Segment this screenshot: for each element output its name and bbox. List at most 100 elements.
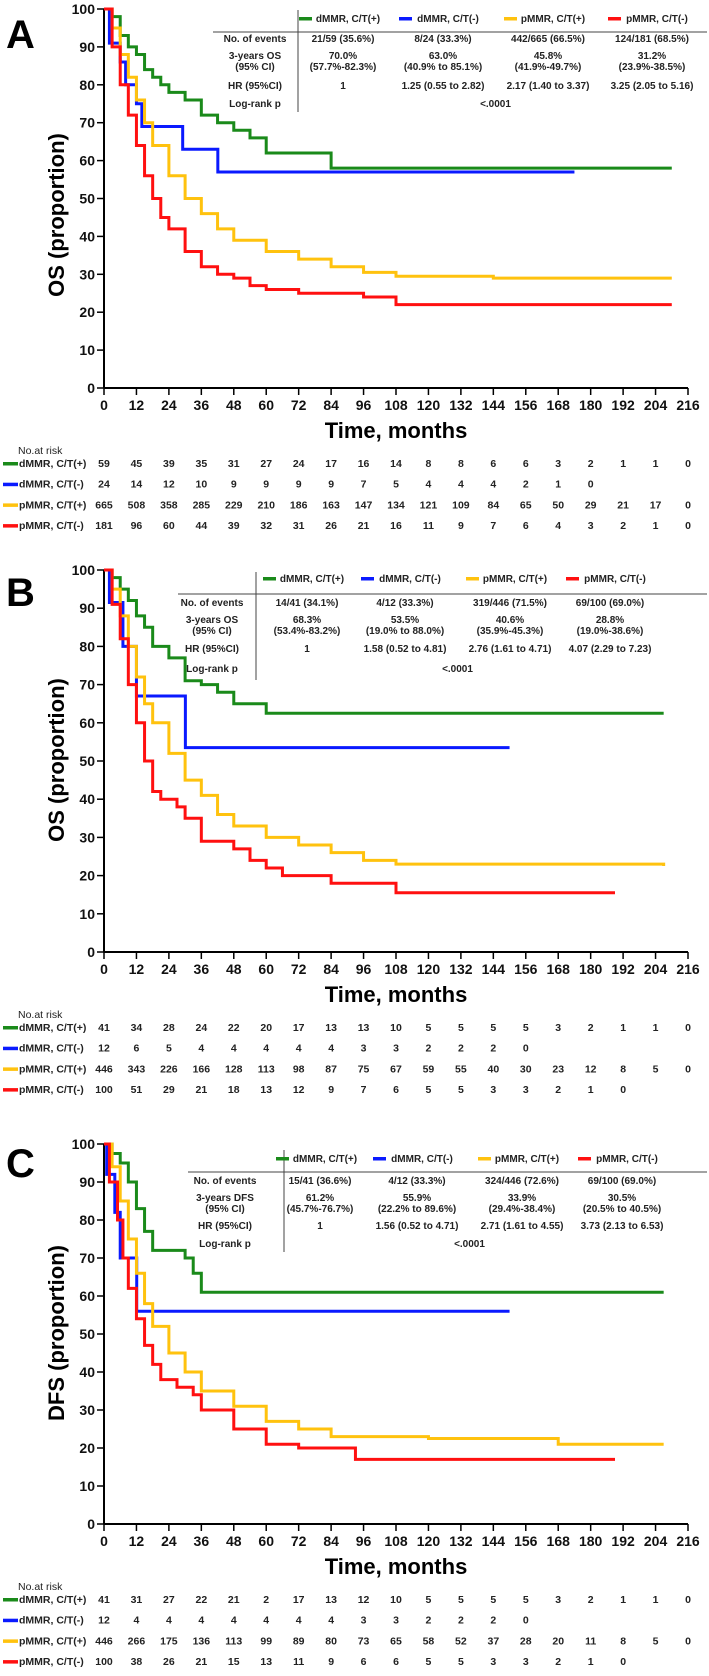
ci-cell: (41.9%-49.7%) — [515, 62, 582, 73]
x-tick-label: 132 — [449, 1533, 473, 1549]
risk-value: 4 — [555, 520, 561, 532]
risk-value: 1 — [555, 479, 561, 491]
events-cell: 319/446 (71.5%) — [473, 598, 547, 609]
events-cell: 14/41 (34.1%) — [276, 598, 339, 609]
legend-label: dMMR, C/T(-) — [417, 14, 479, 25]
risk-row-label: dMMR, C/T(+) — [19, 458, 86, 470]
rate-cell: 30.5% — [608, 1193, 636, 1204]
risk-value: 20 — [260, 1022, 272, 1034]
row-label: 3-years OS — [186, 615, 239, 626]
events-cell: 442/665 (66.5%) — [511, 34, 585, 45]
y-tick-label: 100 — [72, 562, 96, 578]
y-tick-label: 0 — [87, 380, 95, 396]
risk-legend-swatch — [3, 1598, 18, 1602]
y-tick-label: 30 — [79, 266, 95, 282]
risk-value: 8 — [620, 1063, 626, 1075]
risk-value: 96 — [131, 520, 143, 532]
risk-value: 6 — [490, 458, 496, 470]
y-tick-label: 90 — [79, 39, 95, 55]
km-curve-pmmr-c-t- — [104, 1142, 664, 1446]
row-label: Log-rank p — [186, 664, 238, 675]
risk-value: 27 — [163, 1594, 175, 1606]
legend-swatch — [276, 1157, 289, 1161]
hr-cell: 3.73 (2.13 to 6.53) — [581, 1221, 664, 1232]
x-axis-label: Time, months — [325, 982, 468, 1007]
ci-cell: (19.0% to 88.0%) — [366, 626, 444, 637]
rate-cell: 33.9% — [508, 1193, 536, 1204]
risk-value: 0 — [620, 1656, 626, 1668]
risk-value: 80 — [325, 1635, 337, 1647]
y-tick-label: 60 — [79, 1288, 95, 1304]
risk-value: 16 — [358, 458, 370, 470]
x-tick-label: 48 — [226, 397, 242, 413]
legend-swatch — [608, 17, 621, 21]
risk-value: 186 — [290, 499, 308, 511]
x-tick-label: 144 — [482, 1533, 506, 1549]
risk-value: 65 — [390, 1635, 402, 1647]
risk-value: 12 — [98, 1043, 110, 1055]
risk-value: 14 — [390, 458, 402, 470]
x-tick-label: 72 — [291, 397, 307, 413]
risk-value: 59 — [98, 458, 110, 470]
risk-value: 5 — [458, 1022, 464, 1034]
km-curve-pmmr-c-t- — [104, 7, 672, 280]
risk-value: 134 — [387, 499, 405, 511]
ci-cell: (19.0%-38.6%) — [577, 626, 644, 637]
risk-value: 99 — [260, 1635, 272, 1647]
risk-value: 3 — [361, 1043, 367, 1055]
x-tick-label: 204 — [644, 397, 668, 413]
risk-value: 100 — [95, 1084, 113, 1096]
risk-value: 229 — [225, 499, 243, 511]
risk-value: 285 — [193, 499, 211, 511]
events-cell: 8/24 (33.3%) — [414, 34, 471, 45]
risk-value: 121 — [420, 499, 438, 511]
y-tick-label: 30 — [79, 1402, 95, 1418]
ci-cell: (35.9%-45.3%) — [477, 626, 544, 637]
risk-value: 5 — [458, 1594, 464, 1606]
ci-cell: (57.7%-82.3%) — [310, 62, 377, 73]
risk-value: 41 — [98, 1022, 110, 1034]
risk-value: 113 — [258, 1063, 275, 1075]
y-tick-label: 20 — [79, 868, 95, 884]
risk-value: 44 — [195, 520, 207, 532]
hr-cell: 1 — [304, 644, 310, 655]
risk-value: 3 — [555, 1022, 561, 1034]
risk-value: 5 — [426, 1594, 432, 1606]
risk-value: 3 — [555, 458, 561, 470]
x-tick-label: 216 — [676, 961, 700, 977]
events-cell: 69/100 (69.0%) — [576, 598, 644, 609]
risk-value: 16 — [390, 520, 402, 532]
x-tick-label: 12 — [129, 961, 145, 977]
risk-value: 5 — [426, 1084, 432, 1096]
risk-value: 45 — [131, 458, 143, 470]
risk-value: 210 — [257, 499, 275, 511]
legend-label: dMMR, C/T(+) — [293, 1154, 357, 1165]
risk-table-title: No.at risk — [18, 445, 63, 457]
legend-swatch — [373, 1157, 386, 1161]
risk-value: 2 — [426, 1615, 432, 1627]
risk-value: 12 — [163, 479, 175, 491]
legend-label: dMMR, C/T(+) — [316, 14, 380, 25]
risk-row-label: pMMR, C/T(-) — [19, 1656, 84, 1668]
row-label: 3-years OS — [229, 51, 282, 62]
risk-value: 8 — [426, 458, 432, 470]
x-tick-label: 180 — [579, 961, 603, 977]
risk-value: 6 — [393, 1656, 399, 1668]
risk-value: 7 — [490, 520, 496, 532]
risk-row-label: dMMR, C/T(-) — [19, 479, 84, 491]
risk-value: 3 — [523, 1084, 529, 1096]
risk-value: 59 — [423, 1063, 435, 1075]
row-label: Log-rank p — [199, 1239, 251, 1250]
risk-value: 0 — [685, 458, 691, 470]
risk-value: 2 — [490, 1043, 496, 1055]
legend-swatch — [478, 1157, 491, 1161]
x-tick-label: 96 — [356, 397, 372, 413]
x-tick-label: 84 — [323, 397, 339, 413]
risk-value: 166 — [193, 1063, 211, 1075]
x-tick-label: 180 — [579, 397, 603, 413]
risk-value: 10 — [390, 1594, 402, 1606]
km-curve-pmmr-c-t- — [104, 7, 672, 307]
km-curve-pmmr-c-t- — [104, 568, 666, 867]
x-tick-label: 36 — [194, 397, 210, 413]
